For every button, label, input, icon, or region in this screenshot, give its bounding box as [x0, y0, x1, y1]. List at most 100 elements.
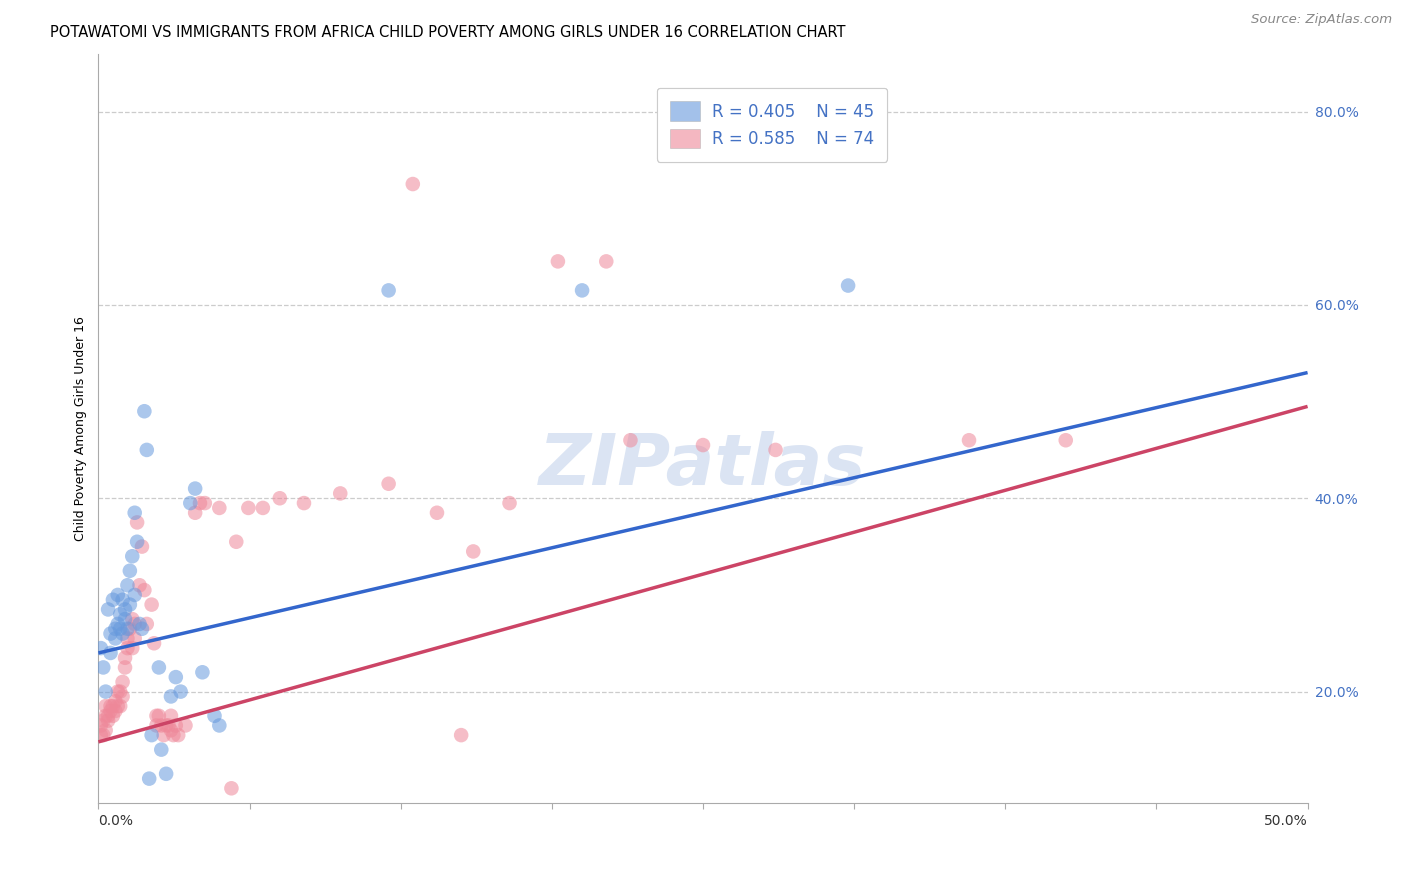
Point [97, 708, 120, 723]
Point [225, 534, 247, 549]
Point [107, 684, 129, 698]
Point [377, 476, 399, 491]
Point [108, 622, 131, 636]
Point [117, 641, 139, 656]
Point [571, 284, 593, 298]
Point [595, 254, 617, 268]
Point [1054, 434, 1077, 448]
Point [124, 632, 146, 646]
Point [90, 641, 112, 656]
Point [111, 675, 134, 690]
Point [160, 708, 183, 723]
Point [104, 704, 127, 718]
Point [148, 708, 170, 723]
Text: 50.0%: 50.0% [1264, 814, 1308, 829]
Text: Source: ZipAtlas.com: Source: ZipAtlas.com [1251, 13, 1392, 27]
Point [117, 622, 139, 636]
Point [141, 728, 163, 742]
Point [107, 588, 129, 602]
Point [101, 592, 124, 607]
Point [150, 718, 173, 732]
Point [184, 506, 207, 520]
Point [208, 500, 231, 515]
Point [134, 583, 156, 598]
Point [692, 438, 714, 452]
Point [131, 622, 153, 636]
Point [90, 718, 112, 732]
Text: 0.0%: 0.0% [98, 814, 134, 829]
Point [90, 728, 112, 742]
Point [135, 442, 157, 457]
Point [329, 486, 352, 500]
Point [94, 699, 117, 714]
Point [127, 516, 149, 530]
Point [165, 718, 187, 732]
Point [194, 496, 217, 510]
Point [957, 434, 980, 448]
Point [104, 694, 127, 708]
Point [100, 626, 122, 640]
Point [160, 690, 183, 704]
Point [100, 704, 122, 718]
Point [91, 714, 114, 728]
Point [174, 718, 197, 732]
Point [547, 254, 569, 268]
Text: ZIPatlas: ZIPatlas [540, 431, 866, 500]
Point [135, 616, 157, 631]
Point [143, 636, 166, 650]
Point [114, 602, 136, 616]
Point [252, 500, 274, 515]
Point [450, 728, 472, 742]
Point [111, 592, 134, 607]
Point [292, 496, 315, 510]
Point [118, 564, 141, 578]
Point [107, 616, 129, 631]
Point [134, 404, 156, 418]
Point [145, 708, 167, 723]
Point [127, 534, 149, 549]
Point [108, 684, 131, 698]
Point [97, 602, 120, 616]
Point [117, 578, 139, 592]
Point [100, 699, 122, 714]
Point [124, 588, 146, 602]
Point [111, 626, 134, 640]
Point [118, 622, 141, 636]
Point [97, 714, 120, 728]
Point [402, 177, 425, 191]
Legend: R = 0.405    N = 45, R = 0.585    N = 74: R = 0.405 N = 45, R = 0.585 N = 74 [657, 88, 887, 161]
Point [111, 690, 134, 704]
Point [108, 607, 131, 622]
Point [94, 723, 117, 738]
Point [101, 708, 124, 723]
Point [91, 660, 114, 674]
Point [221, 781, 243, 796]
Point [619, 434, 641, 448]
Point [121, 641, 143, 656]
Point [145, 718, 167, 732]
Point [107, 699, 129, 714]
Point [124, 616, 146, 631]
Point [104, 622, 127, 636]
Point [114, 612, 136, 626]
Point [155, 766, 177, 780]
Point [114, 650, 136, 665]
Point [94, 708, 117, 723]
Point [169, 684, 191, 698]
Point [100, 646, 122, 660]
Point [179, 496, 201, 510]
Point [148, 660, 170, 674]
Point [765, 442, 787, 457]
Point [94, 684, 117, 698]
Point [155, 718, 177, 732]
Point [152, 728, 174, 742]
Point [188, 496, 211, 510]
Point [141, 598, 163, 612]
Point [191, 665, 214, 680]
Point [138, 772, 160, 786]
Point [121, 549, 143, 564]
Point [124, 506, 146, 520]
Point [117, 632, 139, 646]
Point [162, 728, 184, 742]
Point [269, 491, 291, 506]
